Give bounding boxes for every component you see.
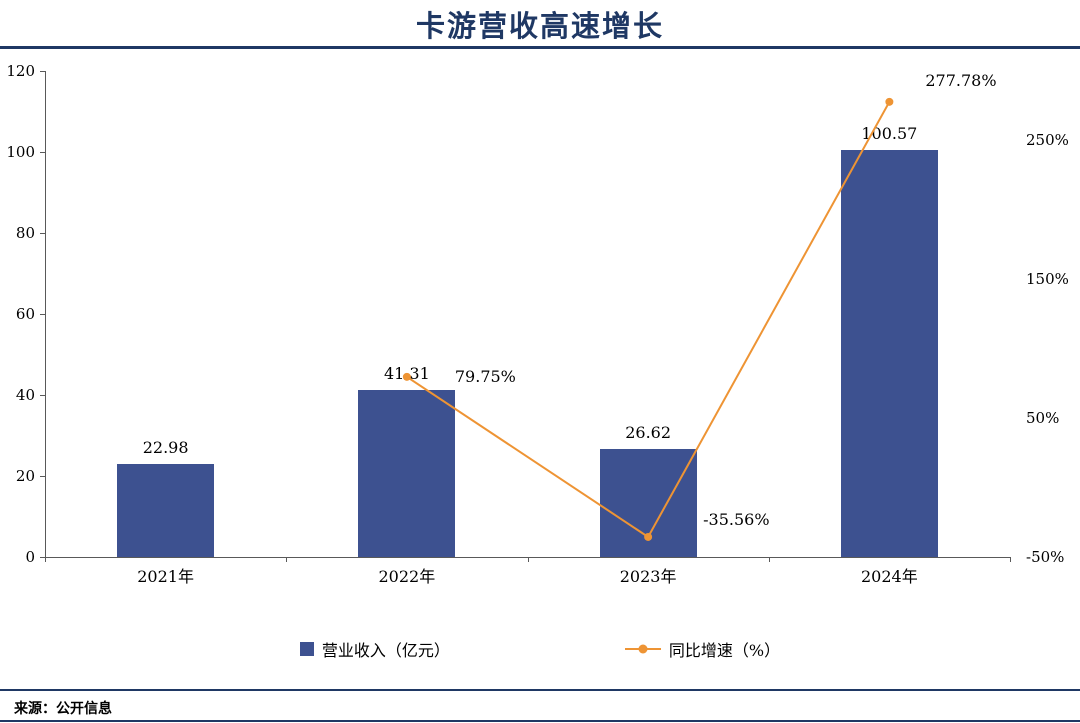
growth-point-marker-icon <box>644 532 653 541</box>
growth-point-marker-icon <box>402 372 411 381</box>
revenue-bar <box>840 149 938 557</box>
y-axis-right-tick-label: 250% <box>1026 131 1069 150</box>
y-axis-left-tick-label: 60 <box>15 305 35 323</box>
y-axis-left-tick-label: 20 <box>15 467 35 485</box>
revenue-bar <box>358 389 456 557</box>
growth-value-label: 277.78% <box>925 70 997 90</box>
revenue-bar <box>117 463 215 557</box>
growth-legend-label: 同比增速（%） <box>668 641 781 660</box>
x-axis-category-label: 2021年 <box>137 567 194 586</box>
y-axis-left-tick-label: 80 <box>15 224 35 242</box>
bar-value-label: 22.98 <box>142 437 189 457</box>
bar-value-label: 26.62 <box>625 423 672 443</box>
source-note: 来源：公开信息 <box>14 700 112 716</box>
x-axis-category-label: 2024年 <box>861 567 918 586</box>
y-axis-line <box>45 71 46 557</box>
x-axis-tick-mark <box>768 557 770 562</box>
y-axis-tick-mark <box>40 233 45 234</box>
x-axis-tick-mark <box>527 557 529 562</box>
page-title: 卡游营收高速增长 <box>415 11 664 43</box>
x-axis-tick-mark <box>45 557 46 562</box>
legend-item-growth: 同比增速（%） <box>624 637 781 661</box>
x-axis-category-label: 2022年 <box>378 567 436 586</box>
title-divider <box>0 46 1080 49</box>
growth-line <box>402 97 894 541</box>
chart-legend: 营业收入（亿元） 同比增速（%） <box>0 637 1080 661</box>
y-axis-tick-mark <box>40 152 45 153</box>
y-axis-left-tick-label: 100 <box>6 143 35 161</box>
y-axis-right-tick-label: 50% <box>1026 409 1060 428</box>
footer-divider <box>0 689 1080 691</box>
y-axis-left-tick-label: 40 <box>15 386 35 404</box>
x-axis-tick-mark <box>1010 557 1011 562</box>
growth-legend-marker-icon <box>638 644 648 654</box>
y-axis-tick-mark <box>40 476 45 477</box>
y-axis-right-tick-label: -50% <box>1026 548 1065 566</box>
bottom-divider <box>0 720 1080 722</box>
y-axis-tick-mark <box>40 71 45 72</box>
y-axis-left-tick-label: 120 <box>6 62 35 80</box>
growth-value-label: 79.75% <box>454 366 516 386</box>
growth-point-marker-icon <box>885 97 894 106</box>
combo-chart: 0 20 40 60 80 100 120 -50% 50% 150% 250% 2021年 2022年… <box>0 50 1080 620</box>
y-axis-tick-mark <box>40 557 45 558</box>
y-axis-tick-mark <box>40 314 45 315</box>
y-axis-right-tick-label: 150% <box>1026 270 1069 289</box>
y-axis-left-tick-label: 0 <box>25 548 35 566</box>
growth-legend-swatch <box>624 644 661 654</box>
x-axis-tick-mark <box>286 557 288 562</box>
x-axis-category-label: 2023年 <box>619 567 677 586</box>
legend-item-revenue: 营业收入（亿元） <box>299 637 450 661</box>
revenue-legend-label: 营业收入（亿元） <box>321 641 450 660</box>
y-axis-tick-mark <box>40 395 45 396</box>
growth-value-label: -35.56% <box>703 509 770 529</box>
revenue-legend-swatch <box>299 642 314 656</box>
